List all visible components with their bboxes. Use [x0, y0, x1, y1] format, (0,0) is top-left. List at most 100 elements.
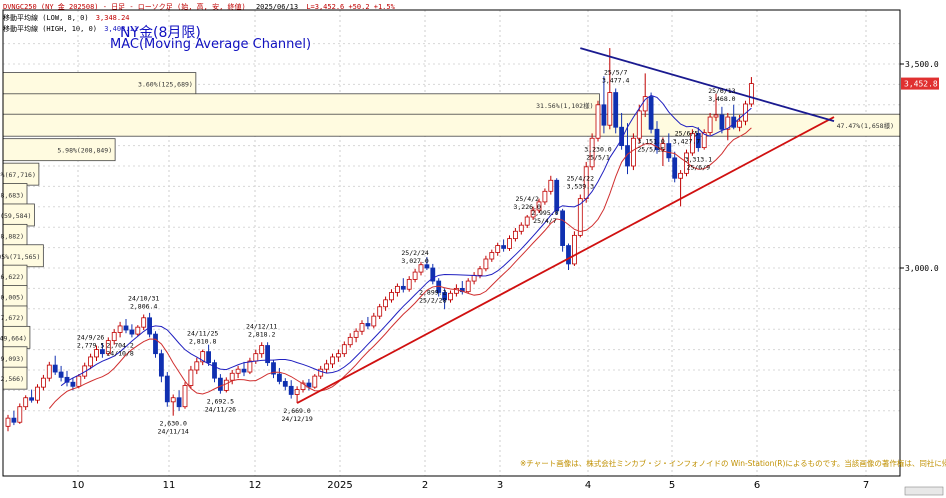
candle-body	[141, 317, 147, 328]
annotation-date: 25/5/7	[604, 68, 628, 76]
candle-body	[312, 375, 318, 388]
candle-body	[153, 333, 158, 355]
volume-profile-label: 1.71%(59,584)	[0, 212, 31, 220]
volume-profile-label: 0.86%(30,005)	[0, 294, 24, 302]
annotation-date: 3,151.0	[637, 137, 664, 145]
annotation-value: 3,027.0	[401, 257, 428, 265]
candle-body	[229, 372, 235, 381]
candle-body	[743, 103, 748, 122]
candle-body	[52, 364, 58, 373]
candle-body	[188, 369, 194, 386]
candle-body	[654, 128, 660, 151]
x-tick-label: 2025	[327, 480, 352, 491]
candle-body	[513, 230, 518, 240]
chart-title: NY金(8月限)	[120, 25, 201, 41]
candle-body	[560, 210, 565, 246]
candle-body	[170, 397, 176, 403]
volume-profile-label: 2.05%(71,565)	[0, 253, 40, 261]
candle-body	[365, 323, 371, 327]
scrollbar	[904, 486, 944, 496]
annotation-value: 3,477.4	[602, 76, 629, 84]
candle-body	[489, 252, 495, 260]
candle-body	[359, 323, 365, 332]
candle-body	[695, 132, 701, 149]
candle-body	[678, 172, 683, 179]
annotation-value: 25/4/7	[533, 217, 557, 225]
candle-body	[442, 292, 448, 301]
candle-body	[377, 306, 383, 317]
ma-high-value: 3,408.11	[104, 25, 138, 33]
annotation-value: 2,806.4	[130, 303, 157, 311]
volume-profile-label: 47.47%(1,658様)	[837, 121, 894, 130]
candle-body	[70, 381, 76, 387]
candle-body	[577, 198, 583, 236]
annotation-date: 24/12/11	[246, 322, 277, 330]
candle-body	[111, 332, 117, 342]
annotation-date: 2,692.5	[207, 398, 234, 406]
x-tick-label: 5	[669, 480, 675, 491]
candle-body	[389, 292, 394, 301]
x-tick-label: 2	[422, 480, 428, 491]
candle-body	[129, 329, 135, 335]
candle-body	[383, 299, 389, 308]
candle-body	[453, 287, 459, 294]
candle-body	[105, 340, 111, 355]
candle-body	[707, 116, 713, 133]
candle-body	[660, 143, 666, 151]
candle-body	[212, 362, 217, 379]
candle-body	[265, 345, 271, 364]
candle-body	[17, 406, 23, 423]
candle-body	[288, 385, 294, 395]
candle-body	[330, 356, 335, 365]
candle-body	[530, 209, 536, 218]
annotation-value: 25/6/9	[687, 164, 711, 172]
candle-body	[335, 353, 341, 358]
annotation-date: 24/9/26	[77, 334, 104, 342]
candle-body	[524, 216, 530, 226]
candle-body	[566, 245, 571, 265]
candle-body	[418, 264, 424, 273]
candle-body	[737, 120, 742, 128]
candle-body	[589, 137, 595, 168]
annotation-date: 2,704.2	[106, 341, 133, 349]
annotation-value: 24/12/19	[281, 415, 312, 423]
candle-body	[636, 110, 642, 139]
x-tick-label: 11	[163, 480, 176, 491]
candle-body	[76, 375, 82, 387]
x-tick-label: 10	[72, 480, 85, 491]
header-line1: DVNGC250 (NY 金 202508) - 日足 - ローソク足 (始, …	[3, 2, 395, 12]
annotation-value: 25/5/1	[586, 154, 610, 162]
credit-note: ※チャート画像は、株式会社ミンカブ・ジ・インフォノイドの Win-Station…	[520, 459, 946, 468]
candle-body	[94, 349, 99, 358]
x-tick-label: 3	[497, 480, 503, 491]
x-tick-label: 6	[754, 480, 760, 491]
annotation-date: 25/4/2	[515, 195, 539, 203]
candle-body	[713, 114, 719, 118]
volume-profile-label: 0.79%(27,672)	[0, 314, 24, 322]
annotation-date: 2,899.2	[419, 288, 446, 296]
annotation-value: 2,810.8	[189, 338, 216, 346]
candle-body	[158, 353, 164, 377]
annotation-date: 25/4/22	[567, 175, 594, 183]
volume-profile-label: 0.83%(28,882)	[0, 232, 24, 240]
candle-body	[672, 157, 678, 179]
candle-body	[253, 353, 259, 362]
candle-body	[613, 92, 619, 128]
x-tick-label: 4	[585, 480, 591, 491]
candle-body	[501, 245, 507, 249]
annotation-value: 3,427.7	[673, 138, 700, 146]
candle-body	[507, 238, 512, 249]
annotation-value: 25/2/28	[419, 296, 446, 304]
candle-body	[282, 381, 288, 387]
candle-body	[477, 268, 483, 276]
candle-body	[725, 116, 731, 130]
candle-body	[147, 317, 153, 335]
candle-body	[536, 201, 542, 211]
volume-profile-label: 0.48%(16,622)	[0, 273, 24, 281]
candle-body	[200, 351, 206, 363]
support-trendline	[296, 116, 835, 404]
candle-body	[394, 285, 400, 293]
candle-body	[424, 264, 430, 269]
